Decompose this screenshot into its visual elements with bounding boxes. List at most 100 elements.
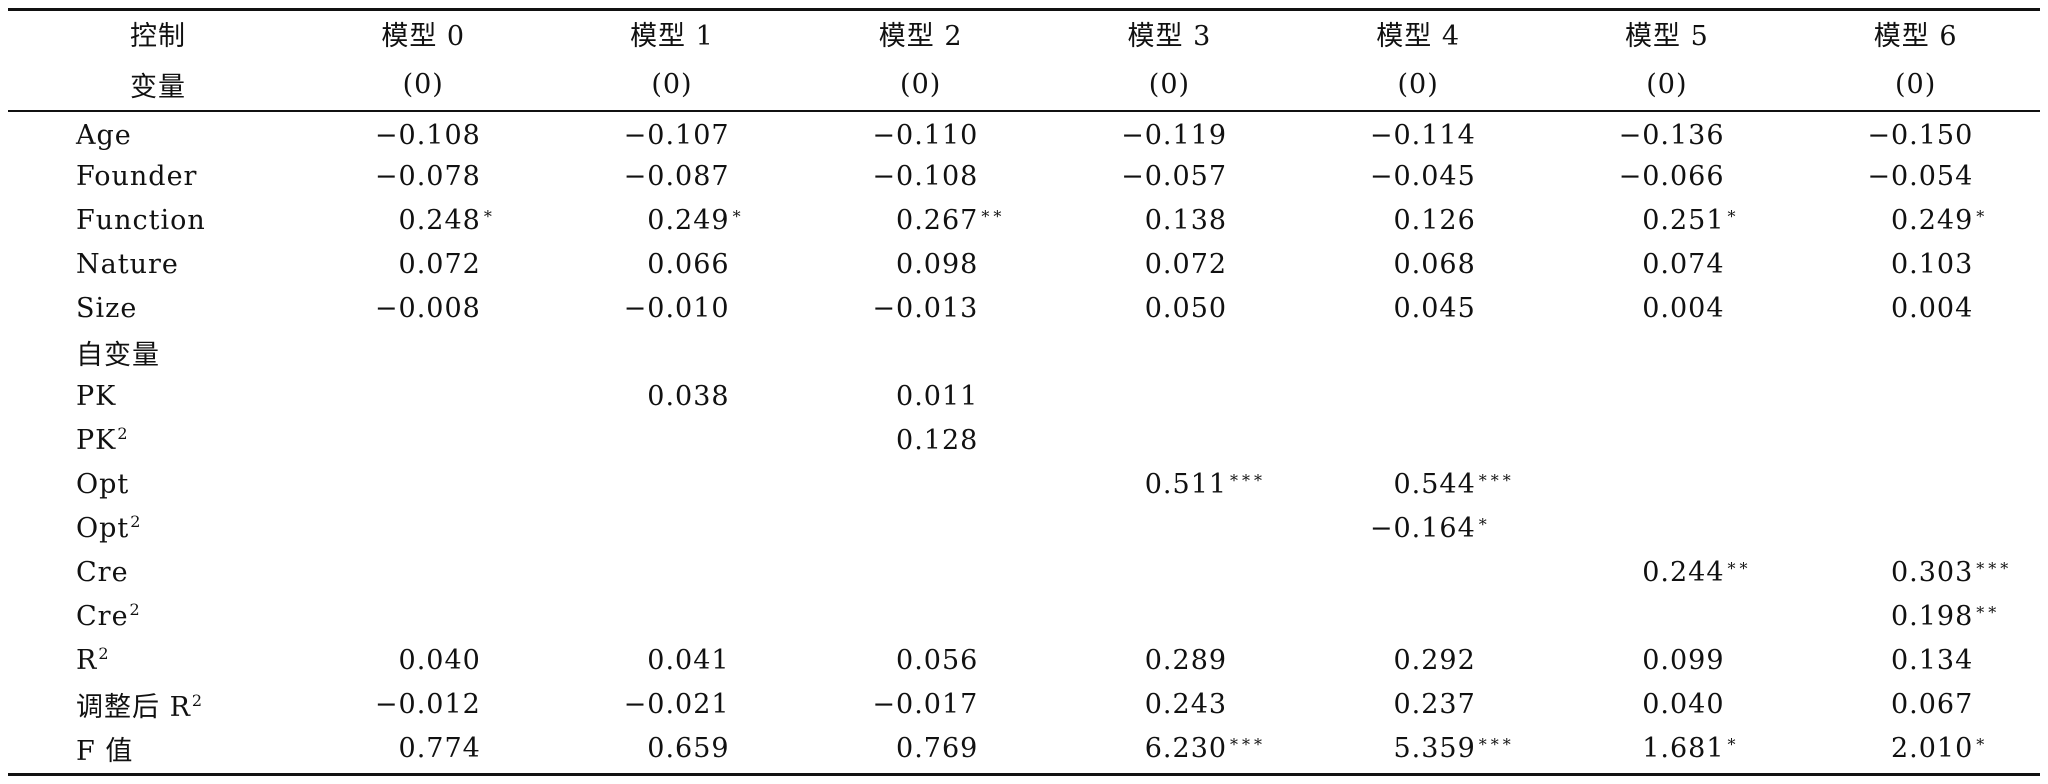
coefficient-cell: −0.108 [796,154,1045,198]
coefficient-cell [1543,330,1792,374]
table-row: Cre 0.244 ** 0.303 *** [8,550,2040,594]
table-row: Function 0.248 * 0.249 * 0.267 ** 0.138 0.126 0.2… [8,198,2040,242]
row-label: Function [8,198,299,242]
coefficient-cell: −0.087 [548,154,797,198]
row-label: Opt2 [8,506,299,550]
row-label: PK [8,374,299,418]
coefficient-cell: 0.067 [1791,682,2040,726]
coefficient-value: 0.045 [1393,292,1476,324]
coefficient-cell: −0.107 [548,110,797,154]
coefficient-value: 0.056 [896,644,979,676]
coefficient-cell [1543,462,1792,506]
coefficient-cell [1045,374,1294,418]
coefficient-value: −0.110 [872,119,979,151]
coefficient-cell: 0.066 [548,242,797,286]
header-model-label: 模型 5 [1625,21,1709,52]
coefficient-value: 0.198 [1890,600,1974,632]
coefficient-cell [1045,594,1294,638]
table-row: 调整后 R2 −0.012 −0.021 −0.017 0.243 0.237 0.040 0… [8,682,2040,726]
significance-stars: * [732,206,745,226]
coefficient-value: −0.008 [374,292,481,324]
coefficient-value: −0.136 [1618,119,1725,151]
table-row: PK 0.038 0.011 [8,374,2040,418]
coefficient-cell: 0.244 ** [1543,550,1792,594]
coefficient-cell [299,330,548,374]
coefficient-cell [1294,550,1543,594]
coefficient-value: −0.108 [374,119,481,151]
coefficient-value: 0.099 [1642,644,1725,676]
header-model-label: 模型 3 [1127,21,1212,52]
coefficient-cell [1045,506,1294,550]
coefficient-cell [1543,594,1792,638]
coefficient-value: 0.098 [896,248,979,280]
coefficient-cell: 0.198 ** [1791,594,2040,638]
coefficient-value: 0.072 [398,248,481,280]
coefficient-value: 0.544 [1393,468,1476,500]
row-label-text: PK [76,380,117,412]
coefficient-cell [299,506,548,550]
row-label: Opt [8,462,299,506]
coefficient-cell [548,330,797,374]
coefficient-value: 0.040 [1642,688,1725,720]
coefficient-value: 0.068 [1393,248,1476,280]
header-model-label: (0) [402,69,444,100]
table-row: Opt 0.511 *** 0.544 *** [8,462,2040,506]
row-label-text: Opt [76,512,130,544]
coefficient-value: 0.237 [1393,688,1476,720]
coefficient-cell: 0.249 * [1791,198,2040,242]
header-model-label: 模型 4 [1376,21,1461,52]
coefficient-value: 0.103 [1890,248,1974,280]
row-label: R2 [8,638,299,682]
coefficient-cell: 0.134 [1791,638,2040,682]
significance-stars: *** [1478,734,1515,754]
row-label: Age [8,110,299,154]
header-variable-label: 控制 [130,21,186,52]
coefficient-cell: 0.041 [548,638,797,682]
row-label-text: Cre [76,556,129,588]
coefficient-value: 1.681 [1642,732,1725,764]
table-row: R2 0.040 0.041 0.056 0.289 0.292 0.099 0.134 [8,638,2040,682]
coefficient-cell [1294,374,1543,418]
coefficient-cell: −0.078 [299,154,548,198]
table-row: 自变量 [8,330,2040,374]
coefficient-cell: −0.119 [1045,110,1294,154]
header-model-label: (0) [900,69,942,100]
coefficient-cell [1294,330,1543,374]
header-model-label: 模型 6 [1873,21,1958,52]
row-label-text: Age [76,119,132,151]
significance-stars: * [1727,206,1740,226]
coefficient-value: −0.150 [1867,119,1974,151]
coefficient-cell: 0.248 * [299,198,548,242]
row-label-text: 自变量 [76,339,160,371]
coefficient-cell: 0.038 [548,374,797,418]
header-model-label: (0) [1397,69,1439,100]
coefficient-value: −0.010 [623,292,730,324]
coefficient-cell: −0.012 [299,682,548,726]
coefficient-cell: 0.068 [1294,242,1543,286]
coefficient-cell: −0.010 [548,286,797,330]
coefficient-value: 0.041 [647,644,730,676]
coefficient-cell [548,506,797,550]
coefficient-cell: 0.126 [1294,198,1543,242]
significance-stars: *** [1976,558,2013,578]
significance-stars: ** [1727,558,1752,578]
coefficient-value: 0.267 [896,204,979,236]
coefficient-value: 6.230 [1144,732,1228,764]
coefficient-cell: 0.237 [1294,682,1543,726]
table-row: Founder −0.078 −0.087 −0.108 −0.057 −0.045 −0.… [8,154,2040,198]
coefficient-cell [299,462,548,506]
coefficient-cell [299,418,548,462]
coefficient-cell: 0.243 [1045,682,1294,726]
coefficient-cell: −0.013 [796,286,1045,330]
table-bottom-rule [8,773,2040,776]
coefficient-cell: 0.103 [1791,242,2040,286]
coefficient-value: 0.004 [1642,292,1725,324]
coefficient-cell: 0.040 [1543,682,1792,726]
row-label: Nature [8,242,299,286]
coefficient-cell: 0.072 [1045,242,1294,286]
coefficient-cell: −0.008 [299,286,548,330]
coefficient-cell: 0.511 *** [1045,462,1294,506]
row-label-text: Opt [76,468,130,500]
table-header-rule [8,110,2040,112]
coefficient-value: 0.249 [647,204,730,236]
